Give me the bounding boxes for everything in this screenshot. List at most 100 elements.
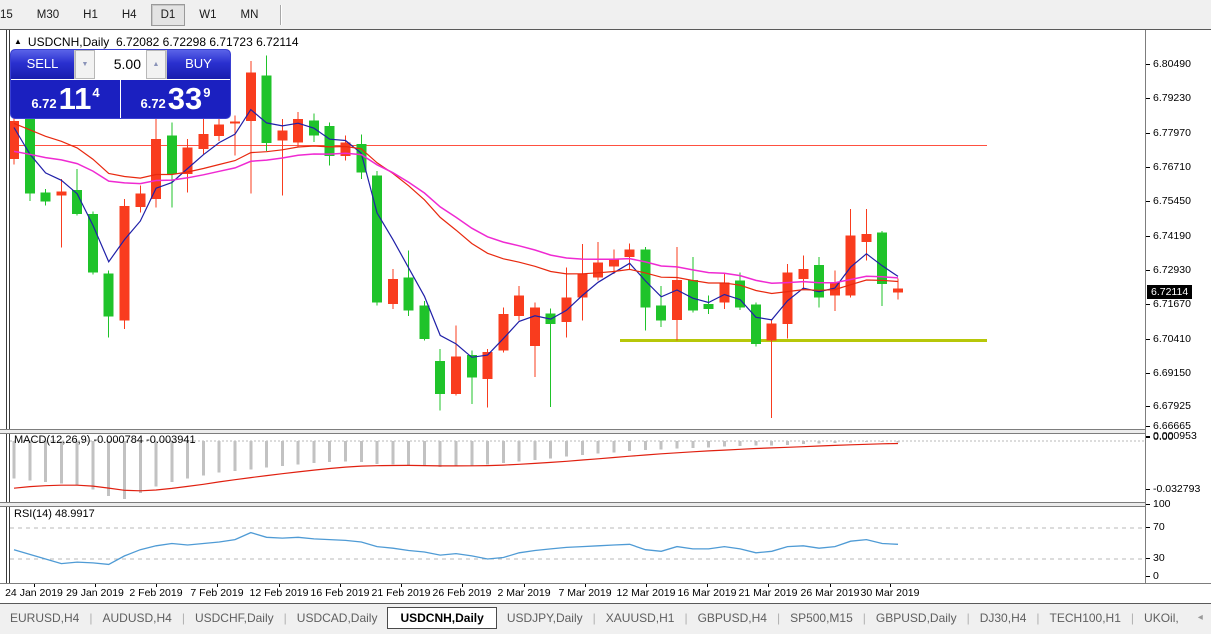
volume-increase-button[interactable]: ▲: [146, 50, 166, 79]
volume-decrease-button[interactable]: ▼: [75, 50, 95, 79]
candle: [703, 295, 714, 314]
buy-price-point: 9: [203, 85, 211, 100]
candle: [735, 272, 746, 310]
sell-price-prefix: 6.72: [31, 96, 57, 111]
candle: [498, 307, 509, 353]
tab-ukoil-[interactable]: UKOil,: [1144, 610, 1179, 625]
candle: [672, 246, 683, 341]
timeframe-button-h4[interactable]: H4: [121, 8, 137, 21]
timeframe-button-mn[interactable]: MN: [240, 8, 259, 21]
panel-divider-2[interactable]: [0, 502, 1211, 507]
axis-tick: [1146, 304, 1150, 306]
candle: [451, 325, 462, 396]
timeframe-button-m30[interactable]: M30: [36, 8, 60, 21]
tab-separator: |: [1130, 610, 1135, 625]
date-axis[interactable]: 24 Jan 2019 29 Jan 2019 2 Feb 2019 7 Feb 20…: [0, 584, 1211, 601]
tab-usdcnh-daily[interactable]: USDCNH,Daily: [387, 606, 497, 629]
candle: [40, 189, 51, 206]
macd-panel-plot[interactable]: [10, 433, 1145, 501]
rsi-scale-label: 100: [1153, 497, 1171, 510]
tab-gbpusd-daily[interactable]: GBPUSD,Daily: [875, 610, 957, 625]
tab-usdcad-daily[interactable]: USDCAD,Daily: [296, 610, 378, 625]
date-label: 26 Feb 2019: [432, 587, 492, 599]
candle: [877, 230, 888, 306]
date-tick: [340, 584, 341, 587]
axis-tick: [1146, 167, 1150, 168]
rsi-panel-plot[interactable]: [10, 506, 1145, 582]
axis-tick: [1146, 576, 1150, 577]
price-label: 6.75450: [1153, 195, 1191, 208]
macd-scale-label: 0.00: [1153, 431, 1174, 443]
date-label: 30 Mar 2019: [860, 587, 920, 599]
macd-signal-line: [13, 442, 899, 492]
date-tick: [95, 584, 96, 587]
tab-audusd-h4[interactable]: AUDUSD,H4: [102, 610, 172, 625]
collapse-triangle-icon[interactable]: ▲: [14, 37, 22, 46]
tab-usdjpy-daily[interactable]: USDJPY,Daily: [506, 610, 583, 625]
volume-input[interactable]: 5.00: [113, 56, 141, 72]
timeframe-button-15[interactable]: 15: [0, 8, 13, 21]
axis-tick: [1146, 527, 1150, 528]
buy-button[interactable]: BUY: [167, 50, 230, 79]
tab-separator: |: [283, 610, 287, 625]
date-label: 29 Jan 2019: [66, 587, 124, 599]
candle: [766, 318, 777, 418]
timeframe-button-d1[interactable]: D1: [150, 3, 186, 26]
price-label: 6.79230: [1153, 92, 1191, 105]
candle: [577, 244, 588, 321]
current-price-tag: 6.72114: [1147, 285, 1193, 300]
tab-eurusd-h4[interactable]: EURUSD,H4: [10, 610, 80, 625]
sell-button[interactable]: SELL: [11, 50, 74, 79]
axis-tick: [1146, 373, 1150, 374]
candle: [182, 138, 193, 193]
price-axis[interactable]: 6.80490 6.79230 6.77970 6.76710 6.75450 6.741…: [1145, 30, 1211, 583]
tab-separator: |: [181, 610, 185, 625]
candle: [750, 302, 761, 347]
timeframe-button-h1[interactable]: H1: [83, 8, 98, 21]
tab-separator: |: [966, 610, 970, 625]
tab-tech100-h1[interactable]: TECH100,H1: [1049, 610, 1121, 625]
candle: [640, 246, 651, 331]
tab-sp500-m15[interactable]: SP500,M15: [790, 610, 853, 625]
date-tick: [830, 584, 831, 587]
date-label: 16 Mar 2019: [677, 587, 737, 599]
tab-separator: |: [684, 610, 688, 625]
candle: [798, 255, 809, 289]
candle: [119, 198, 130, 329]
main-chart-plot[interactable]: [10, 33, 1145, 429]
date-label: 21 Feb 2019: [371, 587, 431, 599]
date-tick: [34, 584, 35, 587]
date-tick: [156, 584, 157, 587]
price-label: 6.74190: [1153, 229, 1191, 242]
candle: [261, 55, 272, 151]
one-click-trading-panel: SELL ▼ 5.00 ▲ BUY 6.72 11 4 6.72 33 9: [10, 49, 231, 119]
ma-fast: [13, 108, 899, 358]
sell-price-display[interactable]: 6.72 11 4: [11, 80, 121, 118]
ma-slow: [13, 150, 899, 285]
candle: [829, 270, 840, 311]
chart-symbol-label: USDCNH,Daily: [27, 35, 110, 49]
candle: [482, 349, 493, 408]
macd-scale-label: -0.032793: [1153, 482, 1201, 495]
buy-price-display[interactable]: 6.72 33 9: [121, 80, 230, 118]
chevron-down-icon: ▼: [81, 61, 89, 68]
buy-price-prefix: 6.72: [140, 96, 166, 111]
candle: [151, 116, 162, 208]
window-left-border: [6, 30, 7, 583]
macd-indicator-label: MACD(12,26,9) -0.000784 -0.003941: [14, 434, 196, 446]
tab-gbpusd-h4[interactable]: GBPUSD,H4: [697, 610, 767, 625]
panel-divider[interactable]: [0, 429, 1211, 434]
price-label: 6.69150: [1153, 367, 1191, 379]
tab-dj30-h4[interactable]: DJ30,H4: [979, 610, 1027, 625]
tab-usdchf-daily[interactable]: USDCHF,Daily: [194, 610, 274, 625]
axis-tick: [1146, 503, 1150, 505]
tab-scroll-left-icon[interactable]: ◂: [1197, 612, 1203, 623]
axis-tick: [1146, 406, 1150, 408]
window-left-border-inner: [9, 30, 10, 583]
tab-xauusd-h1[interactable]: XAUUSD,H1: [605, 610, 675, 625]
candle: [230, 115, 241, 156]
date-axis-border: [0, 583, 1211, 584]
date-label: 7 Feb 2019: [190, 587, 244, 599]
timeframe-button-w1[interactable]: W1: [199, 8, 217, 21]
axis-tick: [1146, 270, 1150, 271]
